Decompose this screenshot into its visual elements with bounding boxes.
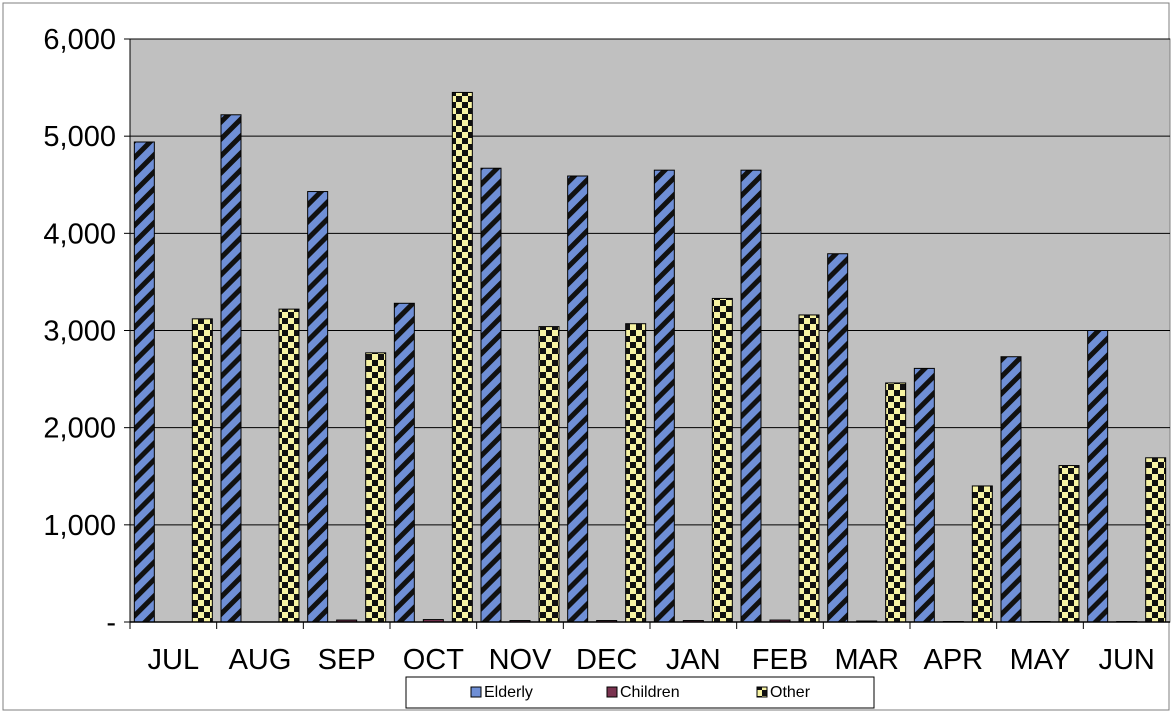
bar-elderly-apr <box>913 367 935 623</box>
bar-elderly-oct <box>393 302 415 623</box>
bar-other-aug <box>278 308 300 623</box>
bar-elderly-jul <box>133 141 155 623</box>
x-tick-label: JUL <box>148 644 200 676</box>
y-tick-label: 2,000 <box>43 413 116 445</box>
bar-other-nov <box>538 326 560 623</box>
bars <box>133 91 1167 623</box>
legend-label-children: Children <box>620 684 680 701</box>
y-tick-label: 1,000 <box>43 510 116 542</box>
legend-item-children: Children <box>606 684 680 701</box>
x-tick-label: MAY <box>1010 644 1071 676</box>
bar-elderly-nov <box>480 167 502 623</box>
legend-box <box>405 676 875 709</box>
y-tick-label: 6,000 <box>43 24 116 56</box>
legend-swatch-elderly <box>470 686 482 698</box>
bar-elderly-mar <box>827 253 849 623</box>
bar-elderly-jun <box>1087 330 1109 623</box>
x-tick-label: FEB <box>752 644 808 676</box>
y-tick-label: 3,000 <box>43 316 116 348</box>
bar-other-may <box>1058 465 1080 623</box>
legend-item-elderly: Elderly <box>470 684 533 701</box>
bar-elderly-may <box>1000 356 1022 623</box>
x-tick-label: SEP <box>318 644 376 676</box>
legend-swatch-children <box>606 686 618 698</box>
bar-elderly-dec <box>567 175 589 623</box>
bar-elderly-jan <box>653 169 675 623</box>
legend-label-elderly: Elderly <box>484 684 533 701</box>
x-tick-label: DEC <box>576 644 637 676</box>
y-tick-label: 5,000 <box>43 121 116 153</box>
bar-other-oct <box>451 91 473 623</box>
legend-item-other: Other <box>756 684 811 701</box>
bar-other-jan <box>711 297 733 623</box>
legend: Elderly Children Other <box>405 676 875 709</box>
x-axis: JUL AUG SEP OCT NOV DEC JAN FEB MAR APR MAY JUN <box>129 621 1170 676</box>
bar-other-feb <box>798 314 820 623</box>
legend-swatch-other <box>756 686 768 698</box>
x-tick-label: JAN <box>666 644 721 676</box>
bar-elderly-aug <box>220 114 242 623</box>
x-tick-label: NOV <box>489 644 553 676</box>
gridlines <box>130 38 1170 526</box>
x-tick-label: APR <box>924 644 984 676</box>
y-tick-label: 4,000 <box>43 218 116 250</box>
bar-other-jul <box>191 318 213 623</box>
legend-label-other: Other <box>770 684 811 701</box>
bar-other-apr <box>971 485 993 623</box>
y-tick-label: - <box>106 607 116 639</box>
x-tick-label: AUG <box>229 644 292 676</box>
x-tick-label: JUN <box>1098 644 1154 676</box>
x-tick-label: OCT <box>403 644 465 676</box>
x-tick-label: MAR <box>834 644 898 676</box>
y-axis: - 1,000 2,000 3,000 4,000 5,000 6,000 <box>43 24 131 639</box>
bar-other-dec <box>625 323 647 623</box>
bar-elderly-sep <box>307 191 329 623</box>
bar-elderly-feb <box>740 169 762 623</box>
bar-other-jun <box>1145 457 1167 623</box>
bar-other-mar <box>885 382 907 623</box>
bar-other-sep <box>365 352 387 623</box>
